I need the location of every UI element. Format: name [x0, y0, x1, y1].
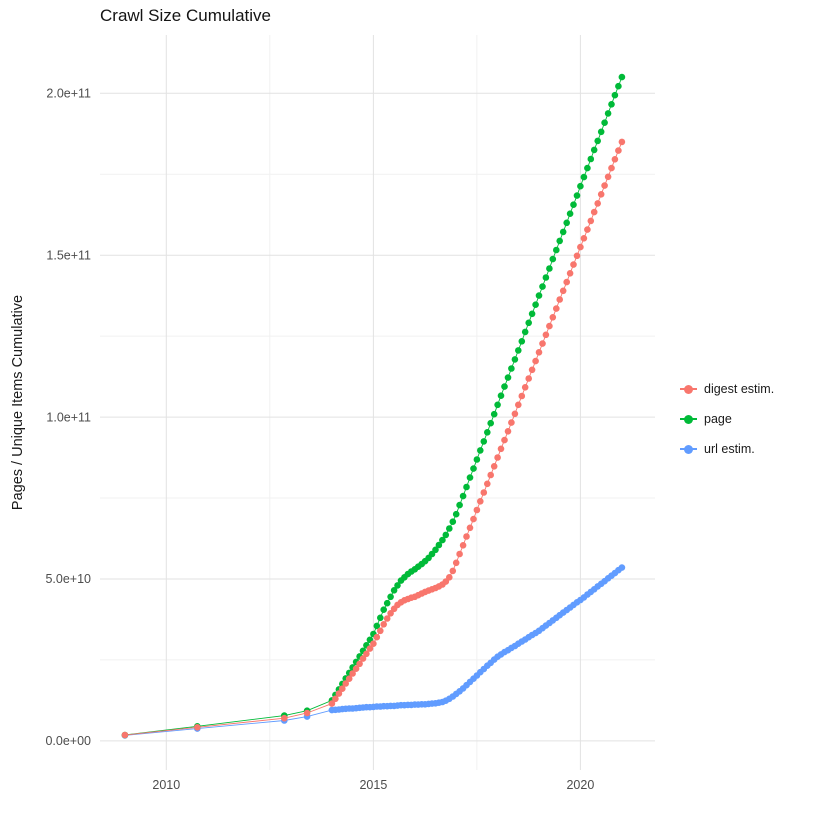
svg-text:2020: 2020: [566, 778, 594, 792]
legend: digest estim. page url estim.: [680, 374, 774, 464]
svg-text:2015: 2015: [359, 778, 387, 792]
svg-text:5.0e+10: 5.0e+10: [45, 572, 91, 586]
legend-item-page: page: [680, 404, 774, 434]
legend-label: url estim.: [704, 442, 755, 456]
svg-text:2.0e+11: 2.0e+11: [46, 87, 91, 101]
legend-label: digest estim.: [704, 382, 775, 396]
svg-text:1.0e+11: 1.0e+11: [46, 410, 91, 424]
legend-key-page: [680, 412, 697, 426]
svg-text:2010: 2010: [152, 778, 180, 792]
svg-text:0.0e+00: 0.0e+00: [45, 734, 91, 748]
legend-dot-icon: [684, 384, 693, 394]
legend-dot-icon: [684, 444, 693, 454]
legend-dot-icon: [684, 414, 693, 424]
svg-text:1.5e+11: 1.5e+11: [46, 248, 91, 262]
legend-key-url: [680, 442, 697, 456]
chart-title: Crawl Size Cumulative: [100, 6, 271, 25]
legend-item-digest-estim: digest estim.: [680, 374, 774, 404]
legend-item-url-estim: url estim.: [680, 434, 774, 464]
legend-key-digest: [680, 382, 697, 396]
legend-label: page: [704, 412, 732, 426]
